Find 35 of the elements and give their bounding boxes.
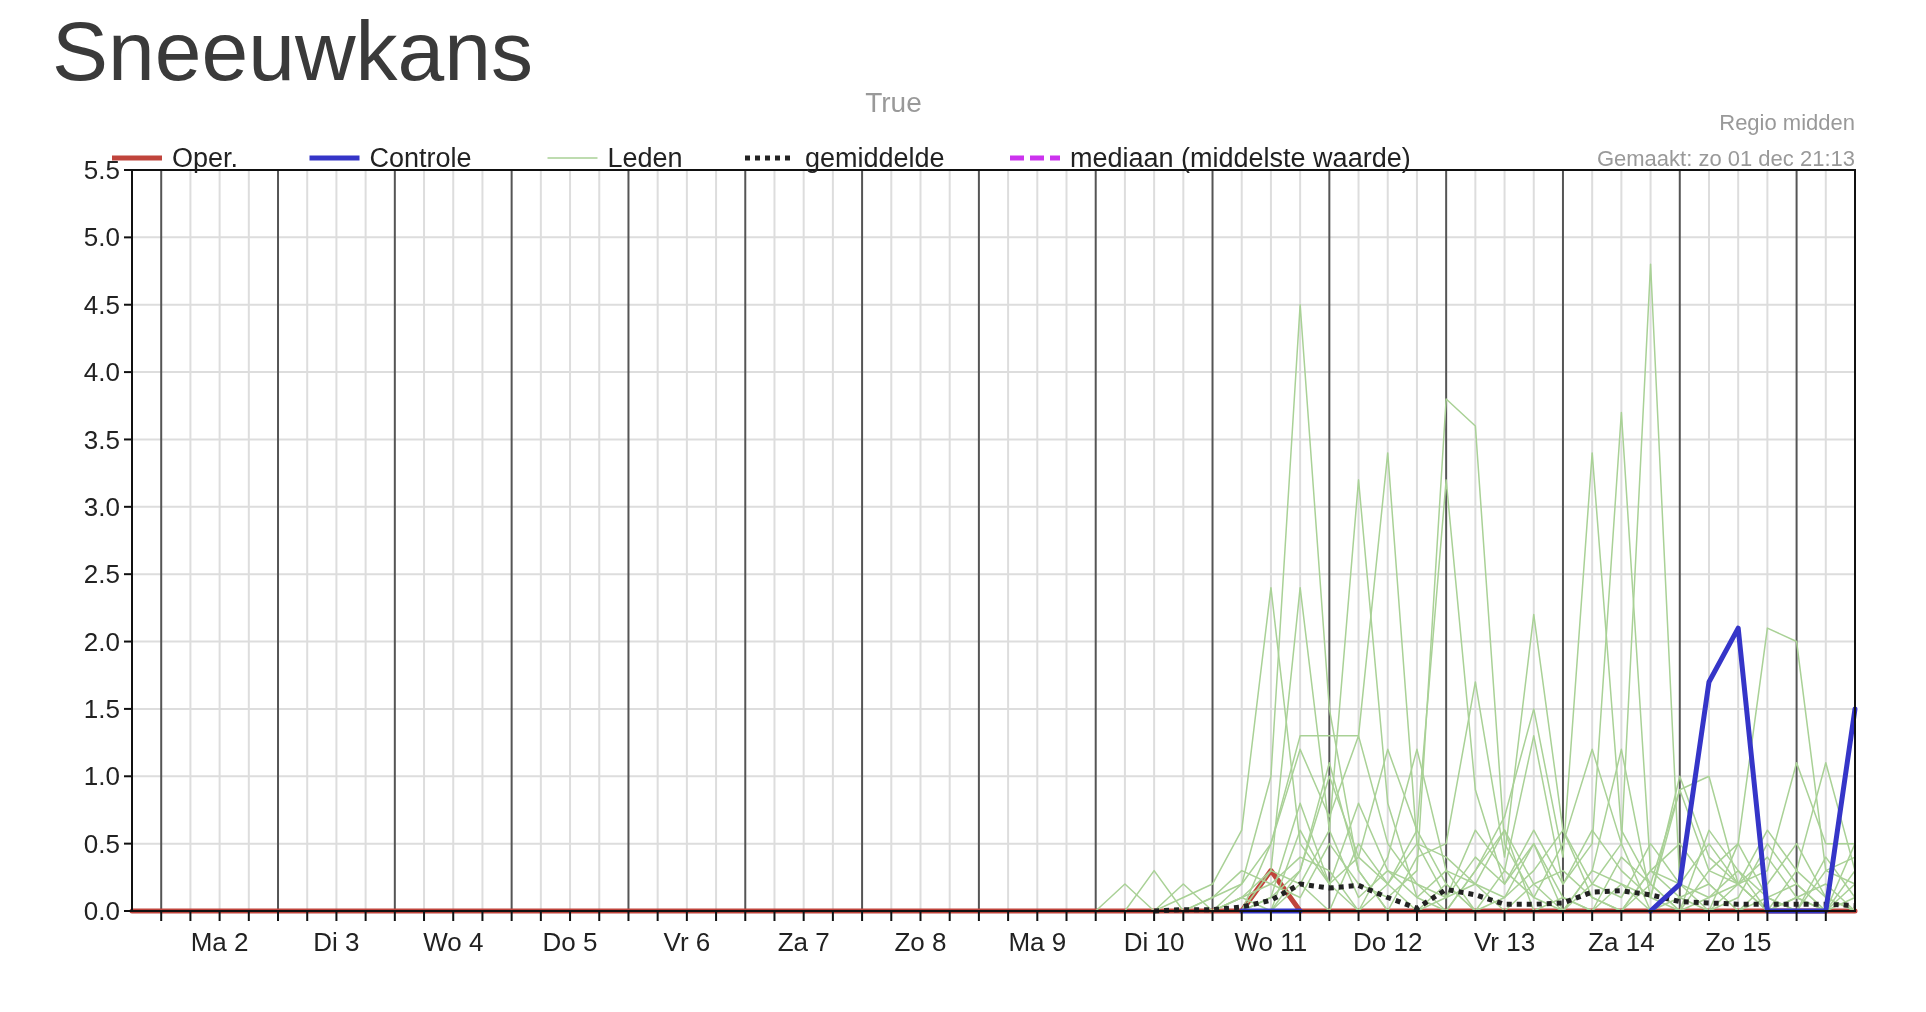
y-tick-label: 1.5 xyxy=(83,694,120,725)
y-tick-label: 2.0 xyxy=(83,626,120,657)
x-tick-label: Di 10 xyxy=(1123,927,1185,957)
x-tick-label: Za 14 xyxy=(1588,927,1655,957)
x-tick-label: Di 3 xyxy=(313,927,360,957)
legend-label: gemiddelde xyxy=(805,143,945,174)
x-tick-label: Ma 2 xyxy=(190,927,249,957)
y-tick-label: 3.5 xyxy=(83,424,120,455)
legend-label: Controle xyxy=(369,143,472,174)
x-tick-label: Wo 4 xyxy=(423,927,484,957)
legend-label: Oper. xyxy=(172,143,239,174)
x-tick-label: Vr 13 xyxy=(1473,927,1536,957)
annotation: Gemaakt: zo 01 dec 21:13 xyxy=(1596,145,1855,171)
x-tick-label: Zo 8 xyxy=(894,927,947,957)
text: True xyxy=(865,87,922,118)
x-tick-label: Do 12 xyxy=(1353,927,1423,957)
y-tick-label: 5.0 xyxy=(83,222,120,253)
chart-title: Sneeuwkans xyxy=(52,4,533,98)
y-tick-label: 1.0 xyxy=(83,761,120,792)
text: Regio midden xyxy=(1719,110,1855,135)
y-tick-label: 5.5 xyxy=(83,155,120,186)
y-tick-label: 4.5 xyxy=(83,289,120,320)
x-tick-label: Wo 11 xyxy=(1234,927,1308,957)
y-tick-label: 3.0 xyxy=(83,491,120,522)
y-tick-label: 0.0 xyxy=(83,896,120,927)
x-tick-label: Zo 15 xyxy=(1704,927,1772,957)
x-tick-label: Ma 9 xyxy=(1008,927,1067,957)
x-tick-label: Vr 6 xyxy=(663,927,711,957)
x-tick-label: Za 7 xyxy=(777,927,830,957)
legend-label: mediaan (middelste waarde) xyxy=(1070,143,1411,174)
y-tick-label: 2.5 xyxy=(83,559,120,590)
y-tick-label: 0.5 xyxy=(83,828,120,859)
legend-label: Leden xyxy=(607,143,683,174)
y-tick-label: 4.0 xyxy=(83,357,120,388)
x-tick-label: Do 5 xyxy=(542,927,598,957)
